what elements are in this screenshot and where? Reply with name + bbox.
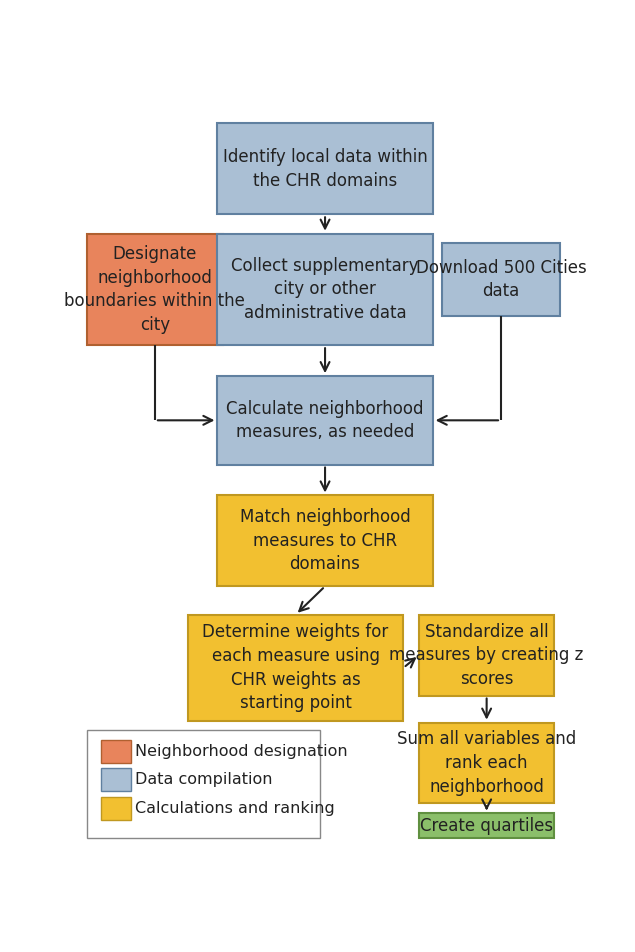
Text: Create quartiles: Create quartiles	[420, 817, 553, 835]
FancyBboxPatch shape	[101, 740, 131, 764]
FancyBboxPatch shape	[87, 233, 223, 346]
Text: Calculations and ranking: Calculations and ranking	[135, 801, 335, 816]
Text: Identify local data within
the CHR domains: Identify local data within the CHR domai…	[223, 149, 427, 189]
Text: Neighborhood designation: Neighborhood designation	[135, 744, 348, 759]
FancyBboxPatch shape	[188, 615, 403, 721]
FancyBboxPatch shape	[101, 797, 131, 820]
FancyBboxPatch shape	[217, 495, 433, 586]
FancyBboxPatch shape	[87, 730, 319, 838]
FancyBboxPatch shape	[101, 768, 131, 791]
FancyBboxPatch shape	[217, 233, 433, 346]
FancyBboxPatch shape	[419, 615, 554, 696]
FancyBboxPatch shape	[217, 376, 433, 465]
Text: Determine weights for
each measure using
CHR weights as
starting point: Determine weights for each measure using…	[203, 624, 389, 712]
Text: Designate
neighborhood
boundaries within the
city: Designate neighborhood boundaries within…	[65, 245, 245, 334]
Text: Collect supplementary
city or other
administrative data: Collect supplementary city or other admi…	[231, 257, 419, 322]
Text: Download 500 Cities
data: Download 500 Cities data	[415, 259, 586, 300]
Text: Match neighborhood
measures to CHR
domains: Match neighborhood measures to CHR domai…	[239, 508, 410, 573]
Text: Calculate neighborhood
measures, as needed: Calculate neighborhood measures, as need…	[226, 400, 424, 441]
FancyBboxPatch shape	[442, 243, 560, 316]
FancyBboxPatch shape	[419, 813, 554, 838]
FancyBboxPatch shape	[217, 124, 433, 214]
FancyBboxPatch shape	[419, 723, 554, 803]
Text: Data compilation: Data compilation	[135, 772, 272, 787]
Text: Sum all variables and
rank each
neighborhood: Sum all variables and rank each neighbor…	[397, 730, 577, 796]
Text: Standardize all
measures by creating z
scores: Standardize all measures by creating z s…	[389, 623, 584, 687]
